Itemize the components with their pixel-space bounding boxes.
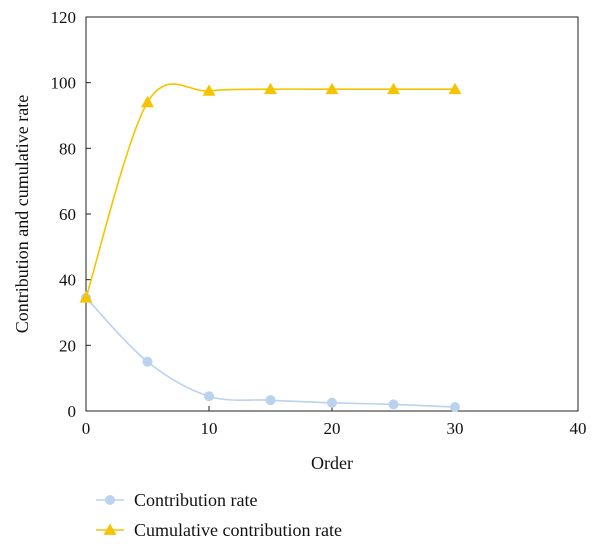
x-tick-label: 20 [324,419,341,438]
y-tick-label: 40 [59,271,76,290]
x-tick-label: 30 [447,419,464,438]
series-1 [81,292,460,413]
legend-triangle-marker [103,523,117,535]
triangle-data-point [79,291,93,303]
triangle-data-point [264,82,277,95]
legend-label: Contribution rate [134,490,257,510]
triangle-data-point [202,84,216,96]
series-line [85,297,456,408]
circle-data-point [450,402,460,413]
legend: Contribution rate Cumulative contribution… [96,490,342,540]
legend-item: Cumulative contribution rate [96,520,342,540]
x-axis-title: Order [311,453,353,473]
triangle-data-point [325,82,339,95]
legend-circle-marker [105,495,115,505]
x-tick-label: 40 [570,419,587,438]
circle-data-point [265,395,276,406]
plot-frame [85,16,579,412]
triangle-data-point [141,95,154,108]
y-tick-label: 120 [51,8,77,27]
circle-data-point [142,356,153,367]
series-group [79,82,462,413]
y-tick-label: 0 [68,402,77,421]
circle-data-point [204,391,214,402]
y-axis-title: Contribution and cumulative rate [12,95,32,333]
triangle-data-point [387,82,400,95]
plot-area [85,16,579,412]
circle-data-point [327,397,337,408]
x-tick-label: 0 [82,419,91,438]
y-tick-label: 60 [59,205,76,224]
y-tick-label: 80 [59,139,76,158]
x-tick-label: 10 [201,419,218,438]
circle-data-point [388,399,399,410]
triangle-data-point [448,82,462,95]
axis-ticks: 0 10 20 30 40 0 20 40 60 80 100 120 [51,8,587,438]
legend-item: Contribution rate [96,490,257,510]
series-2 [79,82,462,303]
legend-label: Cumulative contribution rate [134,520,342,540]
y-tick-label: 20 [59,336,76,355]
series-line [85,83,455,298]
y-tick-label: 100 [51,74,77,93]
